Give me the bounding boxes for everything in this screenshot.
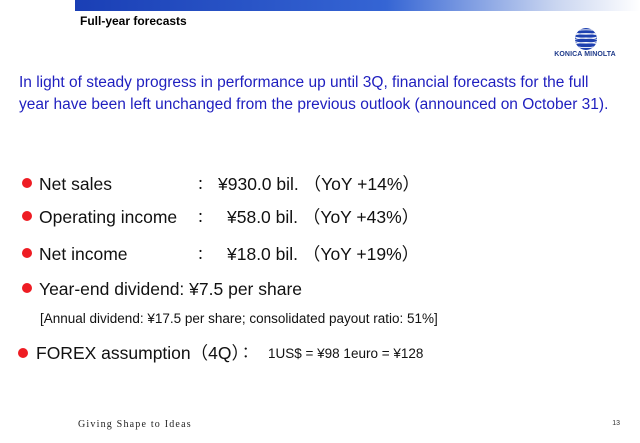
footer-tagline: Giving Shape to Ideas — [78, 419, 192, 430]
dividend-note: [Annual dividend: ¥17.5 per share; conso… — [40, 311, 438, 326]
forex-colon: ： — [242, 344, 258, 361]
bullet-colon: ： — [197, 246, 211, 262]
bullet-value: ¥930.0 bil. （YoY +14%） — [218, 174, 420, 194]
bullet-dot — [22, 283, 32, 293]
bullet-label: Year-end dividend: ¥7.5 per share — [39, 279, 303, 299]
logo-text: KONICA MINOLTA — [554, 51, 616, 58]
bullet-colon: ： — [197, 209, 211, 225]
bullet-dot — [22, 178, 32, 188]
bullet-label: Net sales — [39, 174, 112, 194]
forex-label: FOREX assumption（4Q） — [36, 343, 249, 363]
header-bar — [75, 0, 640, 11]
bullet-label: Operating income — [39, 207, 178, 227]
page-number: 13 — [612, 420, 620, 427]
intro-paragraph: In light of steady progress in performan… — [19, 74, 609, 113]
forex-value: 1US$ = ¥98 1euro = ¥128 — [268, 346, 424, 361]
bullet-label: Net income — [39, 244, 128, 264]
bullet-dot — [22, 248, 32, 258]
bullet-colon: ： — [197, 176, 211, 192]
slide-title: Full-year forecasts — [80, 14, 187, 28]
bullet-dot — [18, 348, 28, 358]
bullet-value: ¥18.0 bil. （YoY +19%） — [227, 244, 420, 264]
konica-minolta-globe-icon — [575, 28, 597, 50]
bullet-dot — [22, 211, 32, 221]
bullet-value: ¥58.0 bil. （YoY +43%） — [227, 207, 420, 227]
